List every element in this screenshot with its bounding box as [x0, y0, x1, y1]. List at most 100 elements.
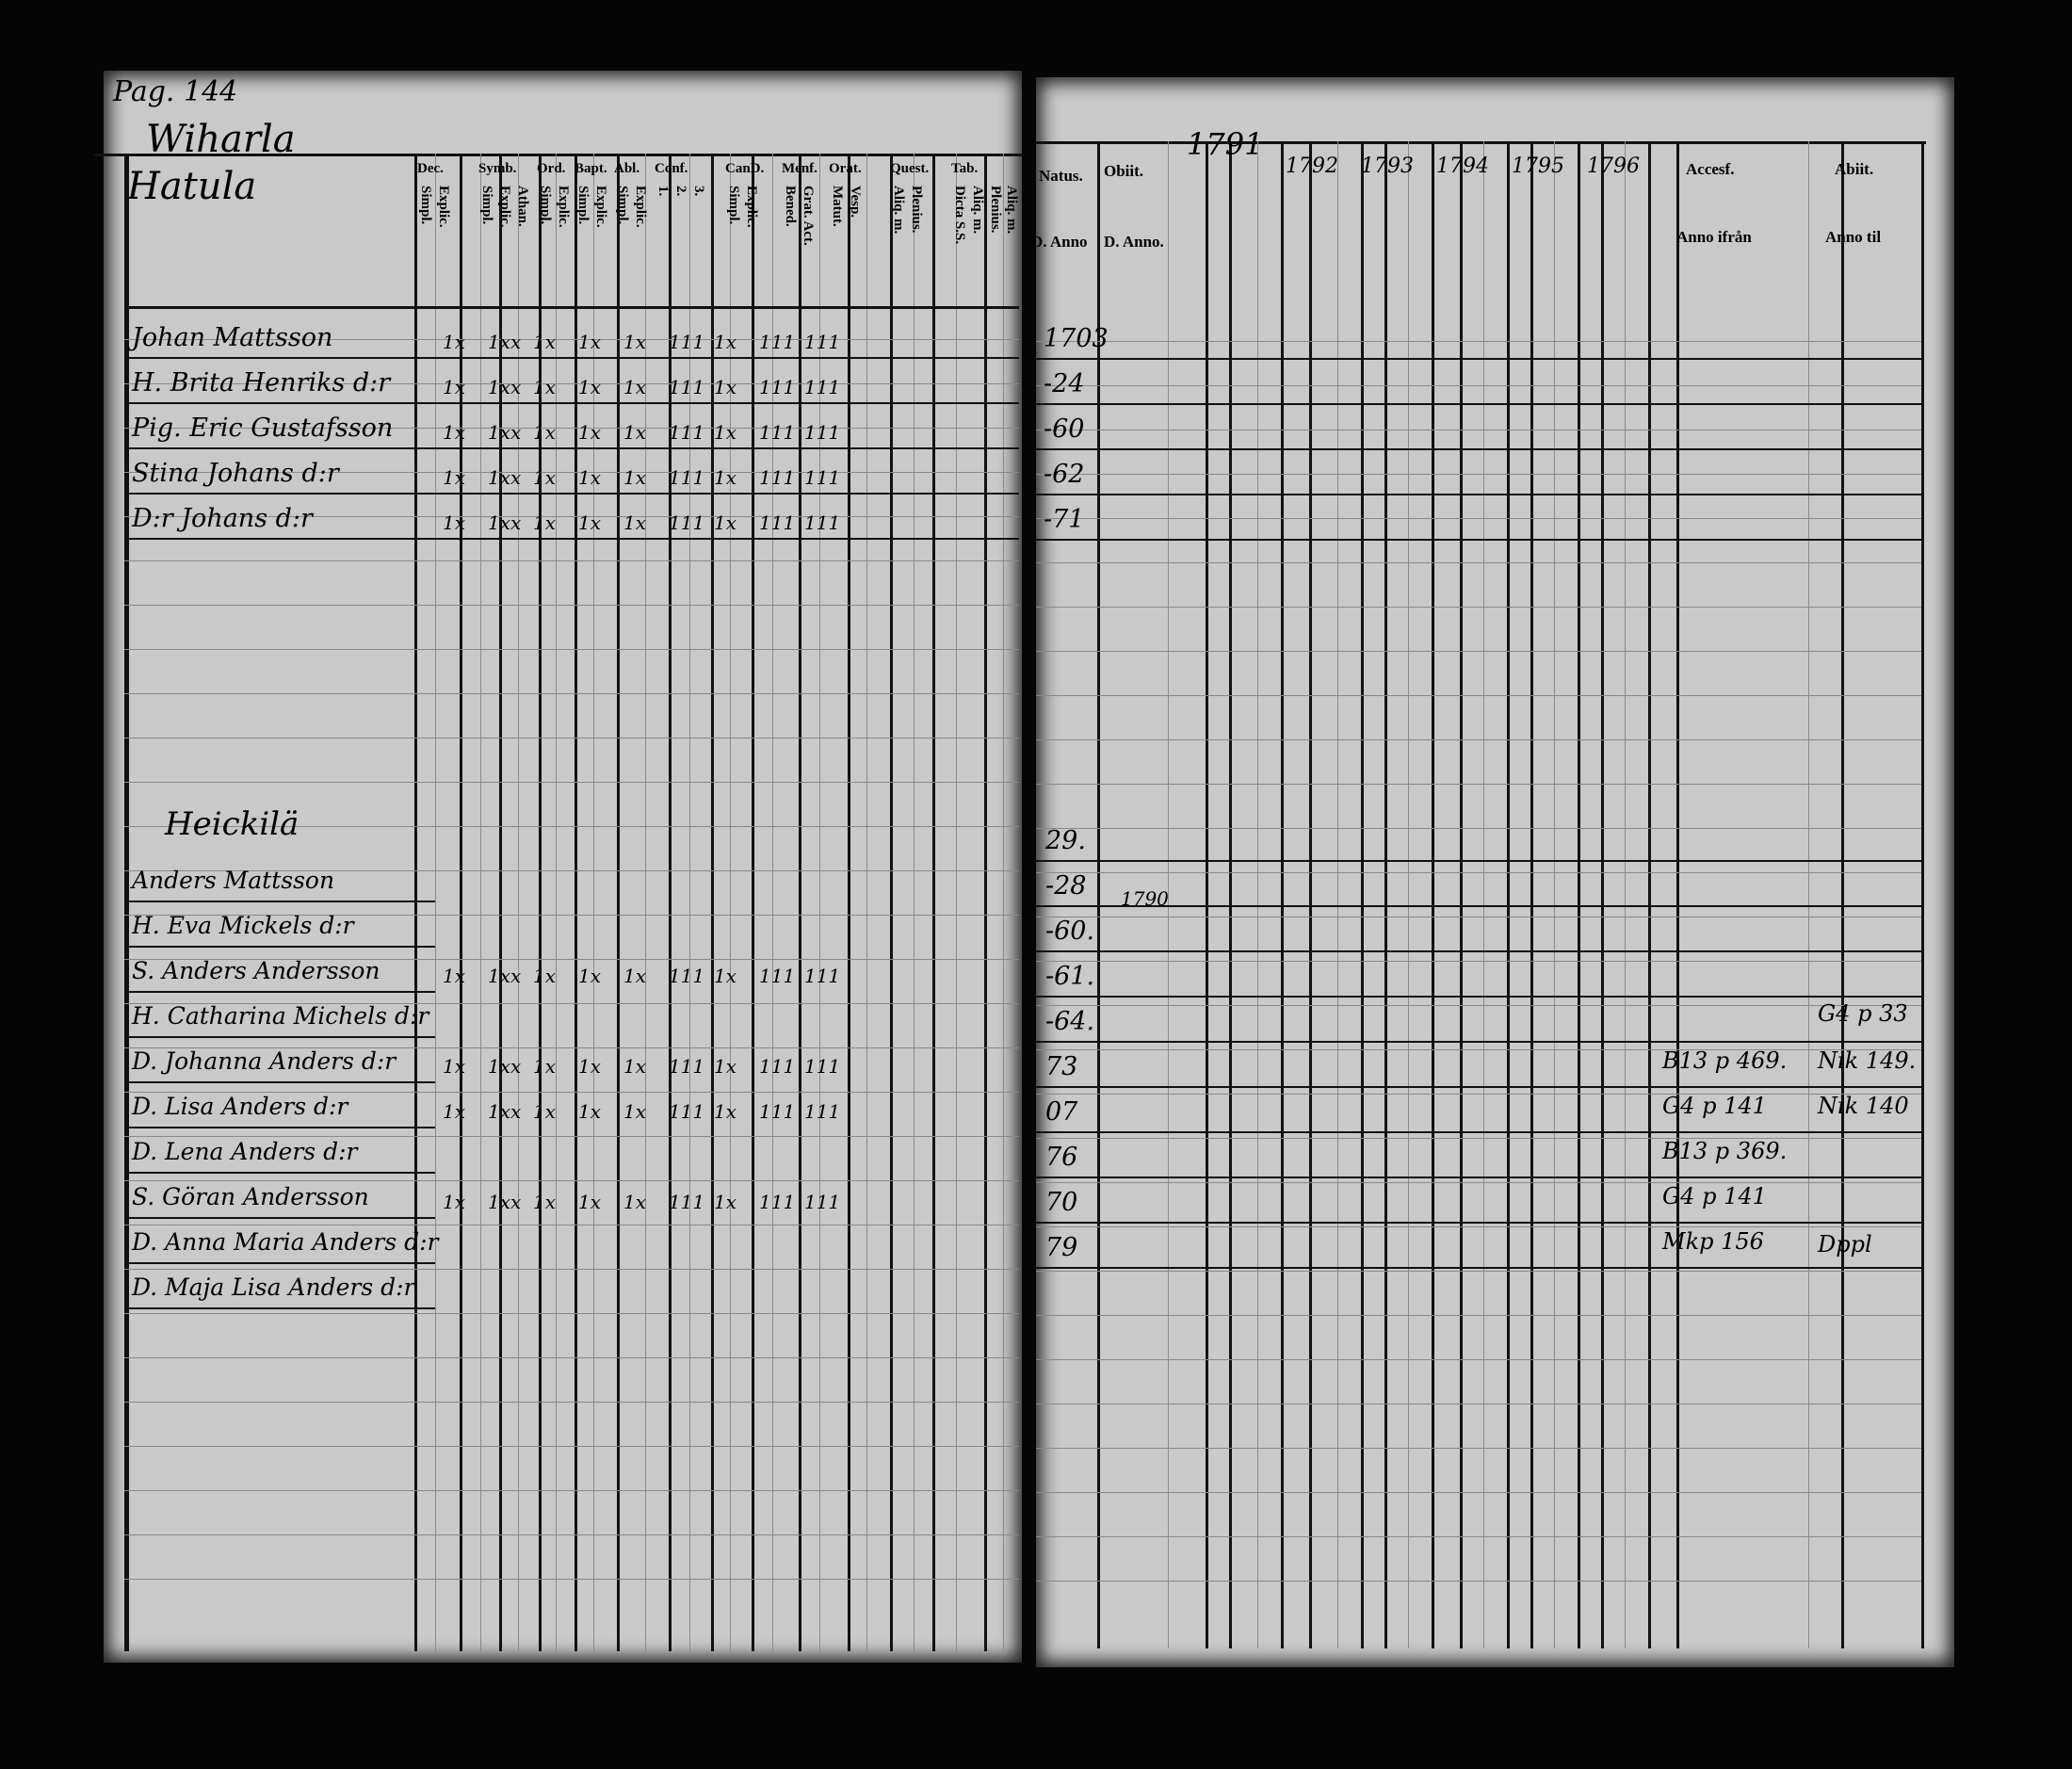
row-rule: [1036, 1536, 1921, 1537]
row-rule: [124, 1003, 1019, 1004]
birth-year: 79: [1045, 1233, 1078, 1262]
catechism-mark: 1x: [623, 1191, 647, 1213]
column-rule: [799, 154, 801, 1651]
row-rule: [124, 1081, 435, 1083]
catechism-mark: 1x: [443, 376, 466, 398]
row-rule: [1036, 385, 1921, 386]
catechism-mark: 1x: [623, 965, 647, 987]
row-rule: [124, 991, 435, 993]
column-header-group: Menf.: [782, 161, 817, 176]
column-rule: [1229, 141, 1232, 1648]
catechism-mark: 111: [804, 466, 841, 489]
row-rule: [124, 901, 435, 902]
row-rule: [1036, 1005, 1921, 1006]
row-rule: [1036, 1359, 1921, 1360]
column-header-group: Symb.: [478, 161, 517, 176]
row-rule: [1036, 905, 1921, 907]
row-rule: [124, 946, 435, 948]
right-page: Natus. D. Anno Obiit. D. Anno. 1791 1792 1793 1…: [1031, 77, 1954, 1667]
column-header-sub: Dicta S.S.: [952, 186, 967, 245]
person-name: D. Johanna Anders d:r: [132, 1047, 397, 1075]
year-header: 1793: [1361, 154, 1414, 178]
column-header-sub: Explic.: [497, 186, 512, 228]
catechism-mark: 1x: [623, 421, 647, 444]
column-header-sub: 3.: [691, 186, 706, 197]
person-name: H. Brita Henriks d:r: [132, 368, 391, 398]
birth-year: -61.: [1045, 962, 1095, 991]
person-name: D. Anna Maria Anders d:r: [132, 1228, 439, 1256]
column-rule: [730, 154, 731, 1651]
person-name: Pig. Eric Gustafsson: [132, 414, 394, 443]
row-rule: [1036, 1267, 1921, 1269]
accession-note: Mkp 156: [1662, 1228, 1764, 1255]
row-rule: [124, 1269, 1019, 1270]
row-rule: [124, 1036, 435, 1038]
row-rule: [124, 649, 1019, 650]
column-rule: [499, 154, 502, 1651]
column-rule: [1554, 141, 1555, 1648]
death-year: 1790: [1121, 887, 1169, 910]
row-rule: [1036, 950, 1921, 952]
catechism-mark: 111: [804, 1191, 841, 1213]
column-rule: [711, 154, 714, 1651]
row-rule: [124, 782, 1019, 783]
catechism-mark: 1x: [714, 1100, 737, 1123]
page-number: Pag. 144: [113, 75, 238, 108]
row-rule: [1036, 1271, 1921, 1272]
row-rule: [124, 1313, 1019, 1314]
column-rule: [1460, 141, 1463, 1648]
catechism-mark: 1x: [578, 466, 602, 489]
column-header-sub: Simpl.: [575, 186, 591, 225]
column-rule: [1432, 141, 1434, 1648]
column-rule: [890, 154, 893, 1651]
catechism-mark: 1x: [443, 1100, 466, 1123]
birth-year: 76: [1045, 1143, 1078, 1172]
catechism-mark: 111: [759, 1191, 796, 1213]
column-rule: [575, 154, 577, 1651]
column-header-sub: Aliq. m.: [970, 186, 985, 235]
catechism-mark: 1xx: [488, 965, 522, 987]
catechism-mark: 1x: [578, 421, 602, 444]
column-rule: [669, 154, 672, 1651]
person-name: S. Göran Andersson: [132, 1183, 369, 1210]
accession-header: Accesf.: [1686, 160, 1735, 178]
row-rule: [1036, 607, 1921, 608]
catechism-mark: 1x: [714, 376, 737, 398]
catechism-mark: 1x: [533, 376, 557, 398]
column-rule: [1281, 141, 1284, 1648]
catechism-mark: 1xx: [488, 511, 522, 534]
catechism-mark: 1x: [443, 511, 466, 534]
column-rule: [556, 154, 557, 1651]
row-rule: [124, 1446, 1019, 1447]
row-rule: [1036, 1448, 1921, 1449]
row-rule: [1036, 1049, 1921, 1050]
row-rule: [1036, 1041, 1921, 1043]
abiit-note: Dppl: [1818, 1231, 1872, 1258]
catechism-mark: 1x: [714, 965, 737, 987]
birth-year: -62: [1044, 460, 1085, 489]
row-rule: [124, 1136, 1019, 1137]
catechism-mark: 1x: [623, 376, 647, 398]
row-rule: [1036, 1131, 1921, 1133]
catechism-mark: 1x: [533, 1100, 557, 1123]
column-header-group: Bapt.: [575, 161, 607, 176]
catechism-mark: 111: [759, 331, 796, 353]
catechism-mark: 1xx: [488, 1055, 522, 1078]
row-rule: [124, 1579, 1019, 1580]
column-header-sub: Simpl.: [726, 186, 741, 225]
column-header-group: Dec.: [417, 161, 444, 176]
catechism-mark: 111: [804, 421, 841, 444]
abiit-note: Nik 149.: [1818, 1047, 1917, 1074]
accession-note: B13 p 369.: [1662, 1138, 1788, 1164]
column-rule: [1337, 141, 1338, 1648]
natus-header: Natus.: [1039, 167, 1083, 185]
row-rule: [1036, 1581, 1921, 1582]
row-rule: [124, 1127, 435, 1128]
column-rule: [956, 154, 957, 1651]
column-rule: [1808, 141, 1809, 1648]
catechism-mark: 111: [759, 376, 796, 398]
column-rule: [1408, 141, 1409, 1648]
abiit-note: Nik 140: [1818, 1093, 1909, 1119]
person-name: D. Lisa Anders d:r: [132, 1093, 348, 1120]
column-rule: [645, 154, 646, 1651]
